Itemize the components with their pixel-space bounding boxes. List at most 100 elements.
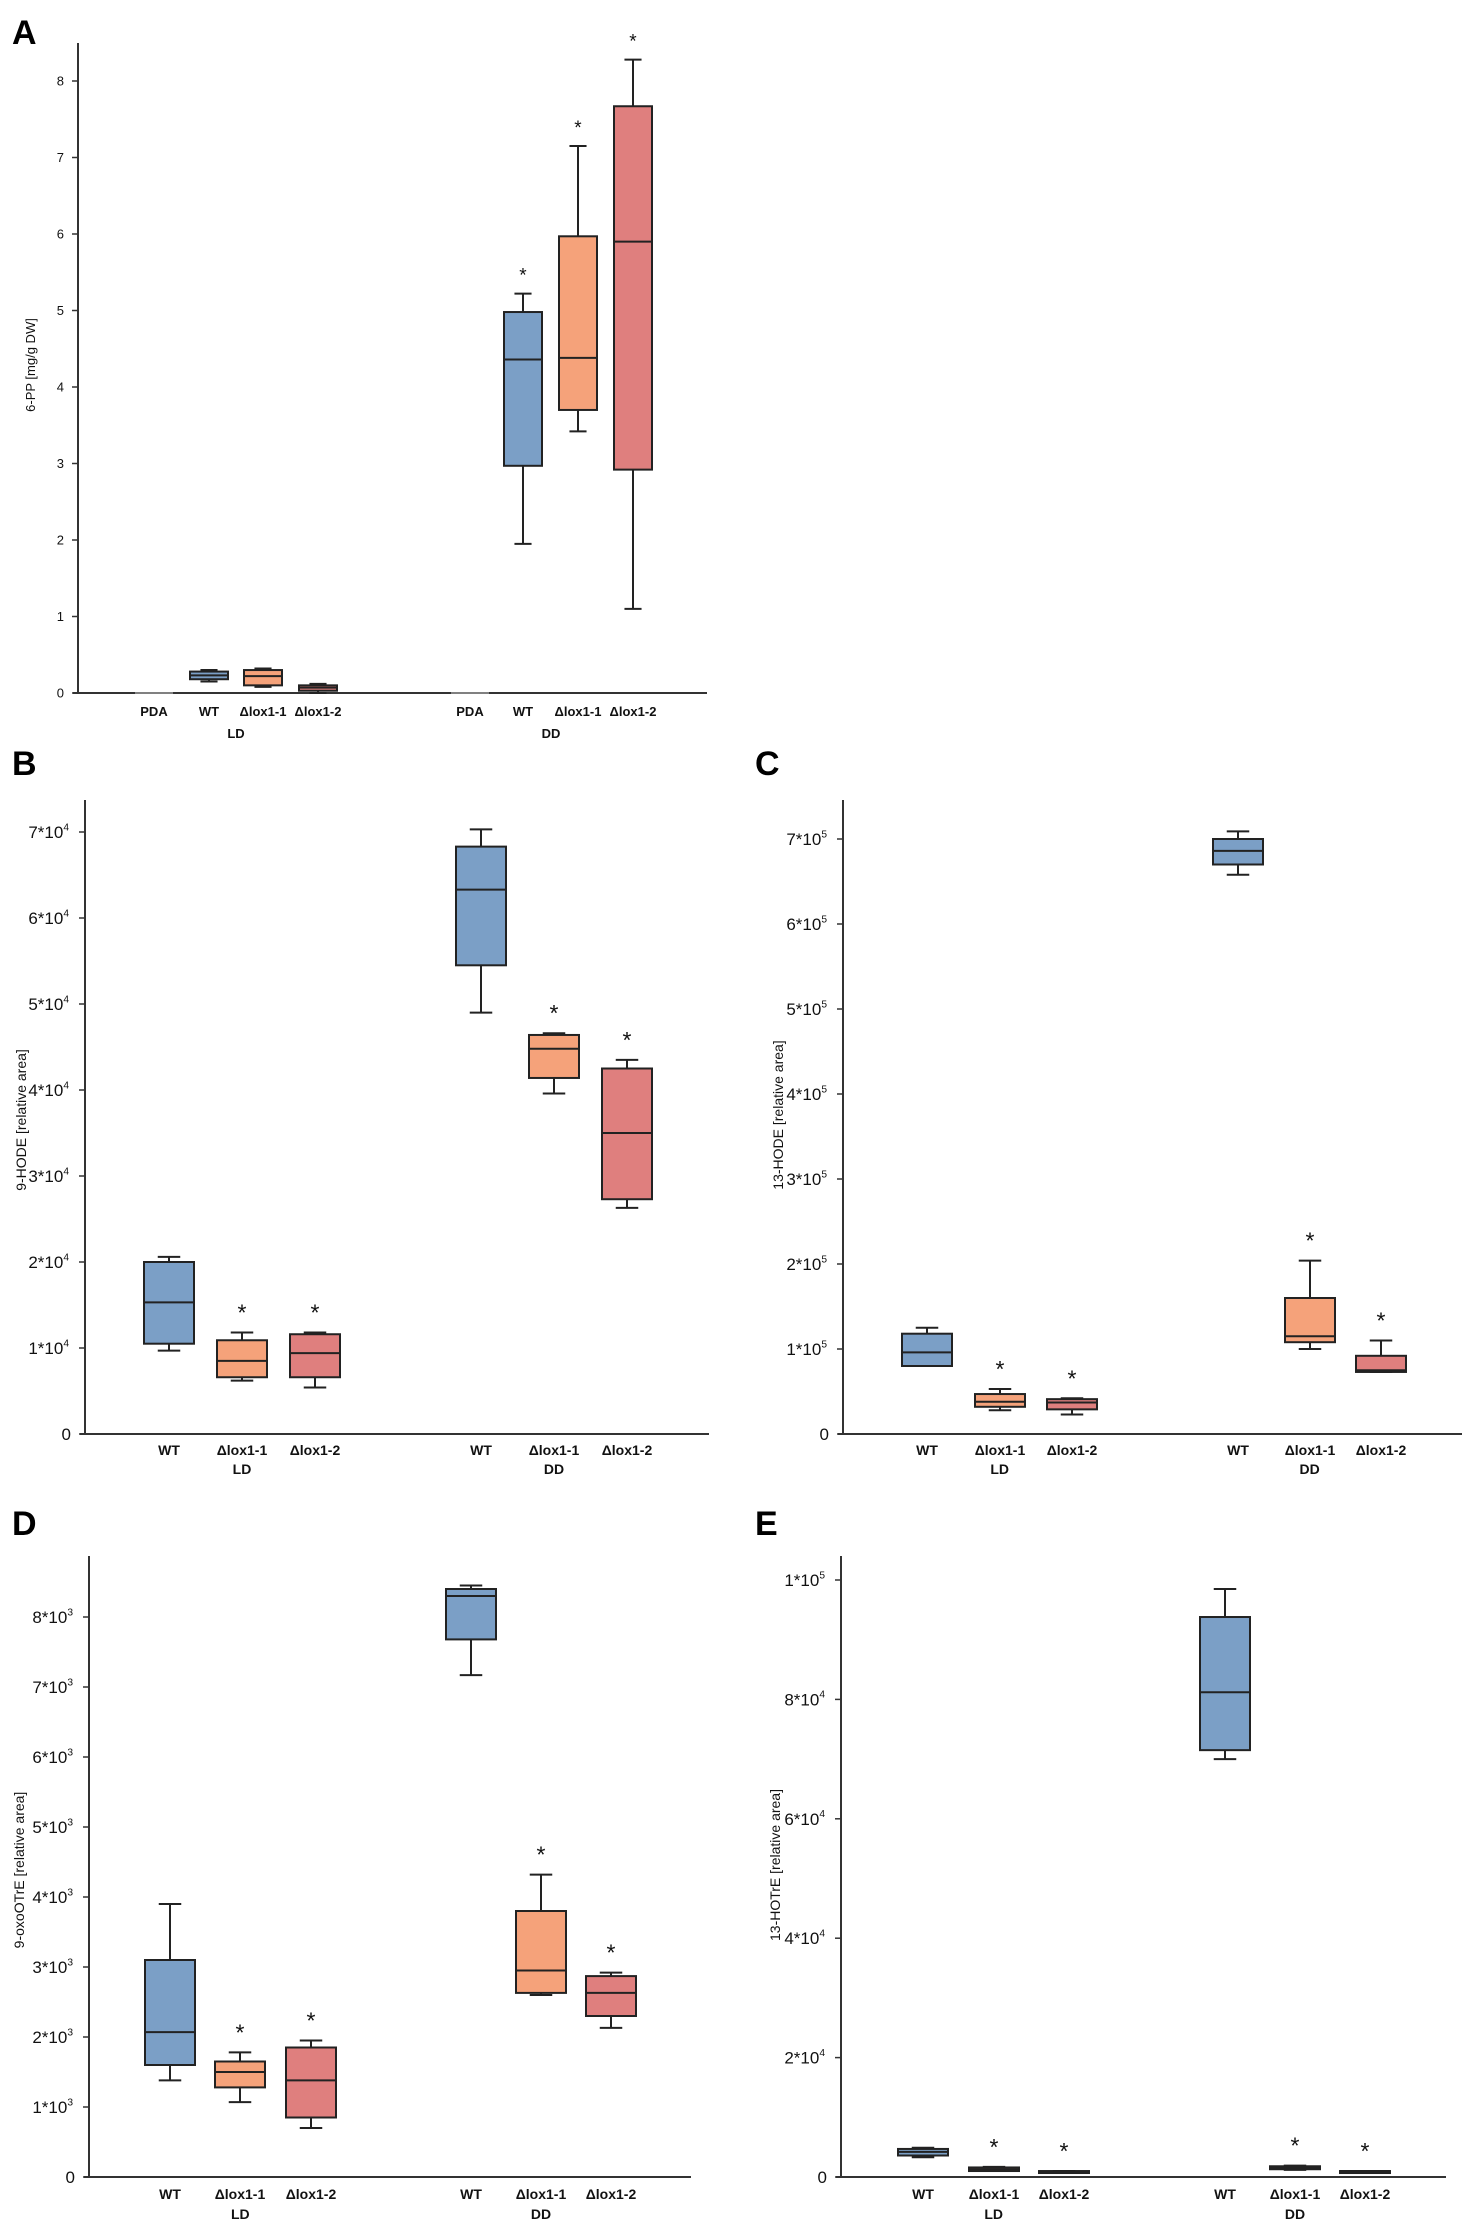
y-tick-label: 1 xyxy=(57,609,64,624)
x-group-label: LD xyxy=(990,1461,1009,1477)
tick-base: 3 xyxy=(57,456,64,471)
y-tick-label: 2*104 xyxy=(28,1252,69,1272)
significance-star: * xyxy=(537,1842,546,1868)
significance-star: * xyxy=(990,2134,999,2160)
box-dd-lox1-1: * xyxy=(558,118,598,433)
tick-base: 4*10 xyxy=(786,1085,821,1104)
tick-exponent: 3 xyxy=(67,1817,73,1828)
significance-star: * xyxy=(1060,2138,1069,2164)
y-tick-label: 7*104 xyxy=(28,822,69,842)
box-iqr xyxy=(455,845,507,967)
box-iqr xyxy=(1199,1616,1251,1752)
y-tick-label: 0 xyxy=(62,1425,71,1444)
tick-exponent: 4 xyxy=(63,1166,69,1177)
x-category-label: WT xyxy=(916,1442,938,1458)
y-axis-label: 9-HODE [relative area] xyxy=(13,1049,29,1191)
tick-base: 1*10 xyxy=(28,1339,63,1358)
panel-letter: E xyxy=(755,1505,778,1543)
tick-base: 1*10 xyxy=(784,1571,819,1590)
x-category-label: Δlox1-2 xyxy=(1340,2186,1391,2202)
y-tick-label: 5*105 xyxy=(786,999,827,1019)
tick-base: 3*10 xyxy=(786,1170,821,1189)
tick-exponent: 5 xyxy=(819,1570,825,1581)
box-ld-lox1-1 xyxy=(243,667,283,688)
y-tick-label: 0 xyxy=(818,2168,827,2187)
significance-star: * xyxy=(623,1027,632,1053)
y-tick-label: 7*105 xyxy=(786,829,827,849)
significance-star: * xyxy=(311,1300,320,1326)
tick-base: 1 xyxy=(57,609,64,624)
box-iqr xyxy=(243,669,283,687)
box-ld-lox1-2: * xyxy=(285,2008,337,2129)
box-dd-wt xyxy=(455,828,507,1014)
tick-exponent: 3 xyxy=(67,1607,73,1618)
tick-base: 2*10 xyxy=(786,1255,821,1274)
box-dd-lox1-1: * xyxy=(515,1842,567,1996)
box-iqr xyxy=(144,1959,196,2066)
tick-base: 6*10 xyxy=(784,1810,819,1829)
tick-exponent: 4 xyxy=(819,1929,825,1940)
y-tick-label: 4*105 xyxy=(786,1084,827,1104)
tick-exponent: 4 xyxy=(63,994,69,1005)
box-ld-lox1-1: * xyxy=(214,2019,266,2104)
box-ld-lox1-2: * xyxy=(1038,2138,1090,2175)
x-category-label: Δlox1-1 xyxy=(217,1442,268,1458)
tick-exponent: 4 xyxy=(63,1252,69,1263)
box-iqr xyxy=(445,1588,497,1641)
tick-exponent: 4 xyxy=(63,908,69,919)
x-category-label: Δlox1-1 xyxy=(215,2186,266,2202)
x-category-label: Δlox1-1 xyxy=(1270,2186,1321,2202)
x-category-label: WT xyxy=(1214,2186,1236,2202)
y-tick-label: 2 xyxy=(57,533,64,548)
tick-exponent: 4 xyxy=(819,2048,825,2059)
x-category-label: WT xyxy=(159,2186,181,2202)
x-category-label: PDA xyxy=(456,704,484,719)
box-iqr xyxy=(974,1393,1026,1408)
panel-a: A 6-PP [mg/g DW] 0 1 2 3 4 5 6 7 8 PDA WT Δlox1-1 Δlox… xyxy=(12,14,707,741)
x-group-label: LD xyxy=(231,2206,250,2222)
x-category-label: Δlox1-2 xyxy=(295,704,342,719)
box-iqr xyxy=(285,2046,337,2119)
tick-exponent: 5 xyxy=(821,1254,827,1265)
x-category-label: WT xyxy=(158,1442,180,1458)
y-tick-label: 5*103 xyxy=(32,1817,73,1837)
tick-base: 7*10 xyxy=(28,823,63,842)
tick-exponent: 3 xyxy=(67,1677,73,1688)
y-tick-label: 3*104 xyxy=(28,1166,69,1186)
tick-base: 8*10 xyxy=(784,1690,819,1709)
y-axis-label: 13-HODE [relative area] xyxy=(770,1040,786,1189)
tick-base: 4*10 xyxy=(784,1929,819,1948)
y-tick-label: 6*103 xyxy=(32,1747,73,1767)
x-category-label: WT xyxy=(912,2186,934,2202)
y-tick-label: 4*103 xyxy=(32,1887,73,1907)
box-iqr xyxy=(503,311,543,467)
y-tick-label: 4*104 xyxy=(784,1929,825,1949)
y-tick-label: 7*103 xyxy=(32,1677,73,1697)
y-tick-label: 4 xyxy=(57,380,64,395)
significance-star: * xyxy=(629,32,637,53)
tick-base: 6 xyxy=(57,227,64,242)
y-tick-label: 3 xyxy=(57,456,64,471)
tick-exponent: 5 xyxy=(821,1084,827,1095)
tick-base: 1*10 xyxy=(786,1340,821,1359)
y-tick-label: 2*104 xyxy=(784,2048,825,2068)
tick-exponent: 4 xyxy=(63,822,69,833)
tick-base: 2 xyxy=(57,533,64,548)
y-tick-label: 2*103 xyxy=(32,2027,73,2047)
box-dd-lox1-1: * xyxy=(528,1000,580,1095)
x-category-label: PDA xyxy=(140,704,168,719)
y-tick-label: 6*104 xyxy=(28,908,69,928)
x-category-label: Δlox1-1 xyxy=(529,1442,580,1458)
box-ld-wt xyxy=(189,669,229,683)
panel-letter: D xyxy=(12,1505,37,1543)
box-dd-lox1-2: * xyxy=(613,32,653,610)
tick-base: 0 xyxy=(818,2168,827,2187)
x-category-label: WT xyxy=(470,1442,492,1458)
x-category-label: Δlox1-1 xyxy=(555,704,602,719)
x-group-label: LD xyxy=(984,2206,1003,2222)
significance-star: * xyxy=(238,1300,247,1326)
tick-base: 2*10 xyxy=(32,2028,67,2047)
box-ld-lox1-1: * xyxy=(974,1356,1026,1412)
significance-star: * xyxy=(1377,1308,1386,1334)
significance-star: * xyxy=(1306,1228,1315,1254)
